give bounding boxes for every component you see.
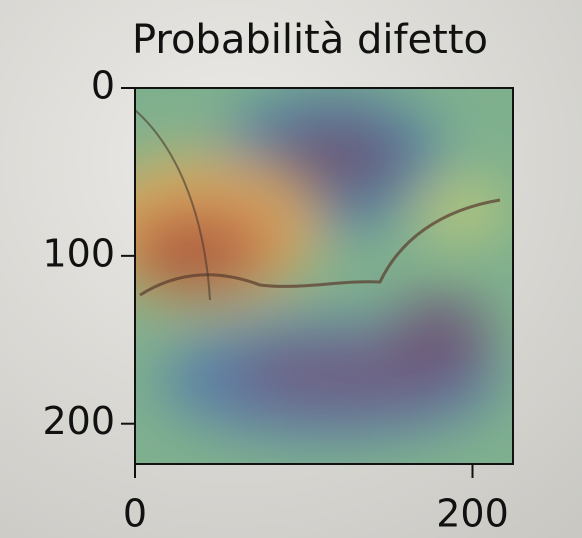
x-tick-label: 200 <box>436 492 509 536</box>
chart: Probabilità difetto 0 100 200 0 200 <box>0 0 582 538</box>
y-tick-label: 0 <box>91 64 115 108</box>
y-tick-label: 100 <box>42 231 115 275</box>
x-tick-label: 0 <box>123 492 147 536</box>
chart-title: Probabilità difetto <box>132 17 488 63</box>
y-tick-label: 200 <box>42 399 115 443</box>
heatmap-image <box>80 88 513 464</box>
